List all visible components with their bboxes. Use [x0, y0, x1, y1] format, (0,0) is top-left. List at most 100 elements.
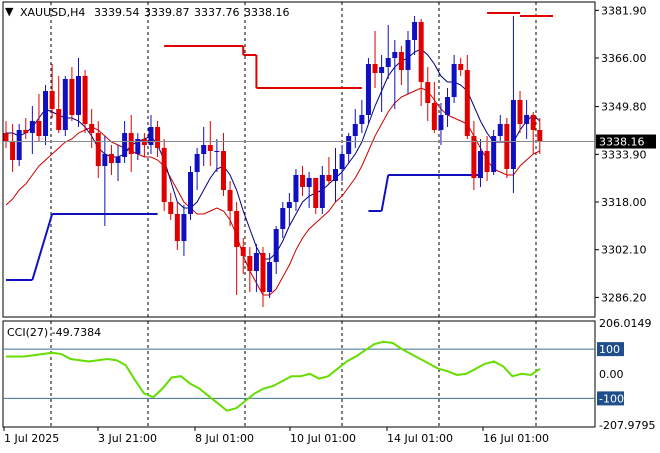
chart-header-arrow-icon: ▼: [5, 5, 14, 18]
candle-body: [29, 121, 35, 133]
candle-body: [510, 100, 516, 169]
candle-body: [227, 190, 233, 211]
candle-body: [174, 214, 180, 241]
support-line: [380, 174, 390, 212]
price-label: 3333.90: [601, 148, 647, 161]
cci-scale-label: -100: [599, 392, 624, 405]
candle-body: [89, 124, 95, 133]
main-chart-frame: [2, 1, 596, 318]
ma-slow-line: [5, 87, 540, 296]
candle-body: [23, 130, 29, 133]
candle-body: [293, 175, 299, 202]
candle-body: [458, 64, 464, 70]
candle-body: [253, 253, 259, 271]
candle-body: [445, 97, 451, 115]
candle-body: [207, 145, 213, 151]
chart-header-close: 3338.16: [244, 6, 290, 19]
candle-body: [181, 214, 187, 241]
time-axis: 1 Jul 2025 3 Jul 21:00 8 Jul 01:00 10 Jul 0…: [3, 427, 549, 445]
price-label: 3381.90: [601, 4, 647, 17]
chart-header-high: 3339.87: [144, 6, 190, 19]
price-label: 3318.00: [601, 196, 647, 209]
candle-body: [82, 76, 88, 124]
candle-body: [115, 157, 121, 163]
candle-body: [148, 127, 154, 145]
candle-body: [49, 91, 55, 109]
candle-body: [36, 121, 42, 136]
candle-body: [168, 202, 174, 214]
candle-body: [234, 211, 240, 247]
cci-line: [6, 340, 541, 412]
candle-body: [530, 115, 536, 130]
candle-body: [431, 103, 437, 130]
indicator-label: CCI(27) -49.7384: [7, 326, 101, 339]
candle-body: [10, 142, 16, 160]
candle-body: [260, 253, 266, 292]
candle-body: [155, 127, 161, 148]
chart-header-low: 3337.76: [194, 6, 240, 19]
candle-body: [267, 262, 273, 292]
candle-body: [379, 67, 385, 73]
candle-body: [392, 52, 398, 58]
candle-body: [214, 151, 220, 152]
candle-body: [326, 175, 332, 181]
candle-body: [161, 148, 167, 202]
candle-body: [122, 133, 128, 157]
cci-scale-label: 100: [599, 343, 620, 356]
candle-body: [220, 151, 226, 190]
candle-body: [128, 133, 134, 154]
candle-body: [75, 76, 81, 115]
candle-body: [359, 115, 365, 124]
cci-scale-label: -207.9795: [599, 419, 655, 432]
cci-scale-label: 206.0149: [599, 317, 652, 330]
time-label: 8 Jul 01:00: [195, 432, 254, 445]
price-label: 3366.00: [601, 52, 647, 65]
candle-body: [102, 154, 108, 166]
chart-header-open: 3339.54: [94, 6, 140, 19]
candle-body: [188, 172, 194, 214]
candle-body: [352, 124, 358, 136]
current-price-label: 3338.16: [599, 136, 645, 149]
time-label: 3 Jul 21:00: [98, 432, 157, 445]
candle-body: [306, 178, 312, 187]
candle-body: [194, 154, 200, 172]
candle-body: [504, 124, 510, 169]
candle-body: [438, 115, 444, 130]
candle-body: [451, 64, 457, 97]
candle-body: [240, 247, 246, 256]
candle-body: [286, 202, 292, 208]
candle-body: [69, 79, 75, 115]
price-label: 3302.10: [601, 244, 647, 257]
time-label: 16 Jul 01:00: [483, 432, 549, 445]
candle-body: [108, 154, 114, 163]
candle-body: [418, 22, 424, 82]
candle-body: [280, 208, 286, 229]
candle-body: [517, 100, 523, 124]
candle-body: [62, 79, 68, 130]
candle-body: [16, 130, 22, 160]
candle-body: [319, 175, 325, 208]
price-label: 3286.20: [601, 291, 647, 304]
candle-body: [464, 70, 470, 136]
candle-body: [333, 169, 338, 181]
candle-body: [372, 64, 378, 73]
candle-body: [425, 82, 431, 103]
candle-body: [95, 133, 101, 166]
candle-body: [491, 136, 497, 172]
cci-level-box: [597, 342, 624, 357]
candle-body: [477, 151, 483, 178]
candle-body: [537, 130, 543, 142]
candle-body: [484, 151, 490, 172]
time-label: 14 Jul 01:00: [387, 432, 453, 445]
candle-body: [385, 58, 391, 67]
candle-body: [365, 64, 371, 115]
candle-body: [247, 256, 253, 271]
candle-body: [273, 229, 279, 262]
candle-body: [56, 109, 62, 130]
candle-body: [497, 124, 503, 136]
candle-body: [313, 178, 319, 208]
candle-body: [405, 40, 411, 70]
price-label: 3349.80: [601, 101, 647, 114]
price-axis: 3381.90 3366.00 3349.80 3333.90 3318.00 3302.…: [595, 4, 647, 304]
